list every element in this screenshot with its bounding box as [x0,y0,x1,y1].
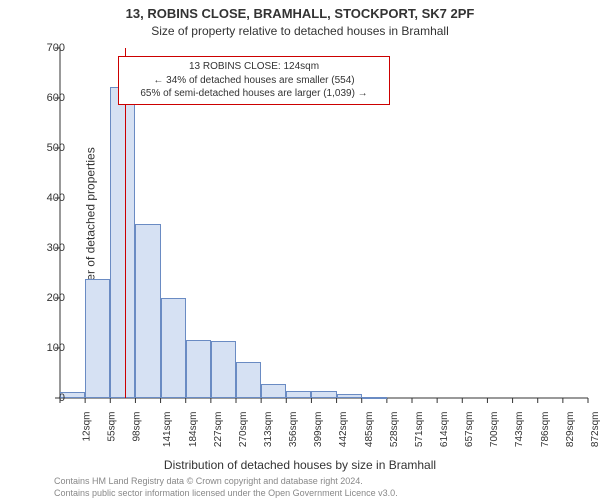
x-tick: 442sqm [339,412,350,448]
histogram-bar [161,298,186,398]
x-tick: 184sqm [188,412,199,448]
x-tick: 829sqm [565,412,576,448]
x-tick: 313sqm [263,412,274,448]
x-tick: 98sqm [132,412,143,442]
y-tick: 500 [25,142,65,154]
annotation-line-3: 65% of semi-detached houses are larger (… [125,87,383,101]
histogram-bar [362,397,387,399]
x-tick: 270sqm [238,412,249,448]
x-tick: 55sqm [107,412,118,442]
histogram-bar [337,394,362,399]
chart-container: 13, ROBINS CLOSE, BRAMHALL, STOCKPORT, S… [0,0,600,500]
histogram-bar [186,340,211,399]
x-tick: 528sqm [389,412,400,448]
y-tick: 300 [25,242,65,254]
x-tick: 399sqm [313,412,324,448]
y-tick: 200 [25,292,65,304]
x-tick: 485sqm [364,412,375,448]
x-tick: 786sqm [540,412,551,448]
histogram-bar [135,224,160,398]
y-tick: 0 [25,392,65,404]
x-tick: 743sqm [515,412,526,448]
x-tick: 227sqm [213,412,224,448]
annotation-line-1: 13 ROBINS CLOSE: 124sqm [125,60,383,74]
x-tick: 571sqm [414,412,425,448]
x-tick: 141sqm [163,412,174,448]
y-tick: 400 [25,192,65,204]
x-tick: 12sqm [82,412,93,442]
histogram-bar [110,87,135,398]
y-tick: 100 [25,342,65,354]
y-tick: 700 [25,42,65,54]
x-tick: 356sqm [288,412,299,448]
histogram-bar [286,391,311,399]
chart-title-subtitle: Size of property relative to detached ho… [0,24,600,38]
x-tick: 614sqm [439,412,450,448]
annotation-line-2: ← 34% of detached houses are smaller (55… [125,74,383,88]
x-axis-label: Distribution of detached houses by size … [0,458,600,472]
annotation-box: 13 ROBINS CLOSE: 124sqm ← 34% of detache… [118,56,390,105]
attribution-line-1: Contains HM Land Registry data © Crown c… [54,476,363,486]
x-tick: 700sqm [489,412,500,448]
x-tick: 872sqm [590,412,600,448]
y-tick: 600 [25,92,65,104]
histogram-bar [85,279,110,398]
histogram-bar [211,341,236,399]
histogram-bar [311,391,336,398]
chart-title-address: 13, ROBINS CLOSE, BRAMHALL, STOCKPORT, S… [0,6,600,21]
histogram-bar [261,384,286,398]
attribution-line-2: Contains public sector information licen… [54,488,398,498]
histogram-bar [236,362,261,398]
x-tick: 657sqm [464,412,475,448]
